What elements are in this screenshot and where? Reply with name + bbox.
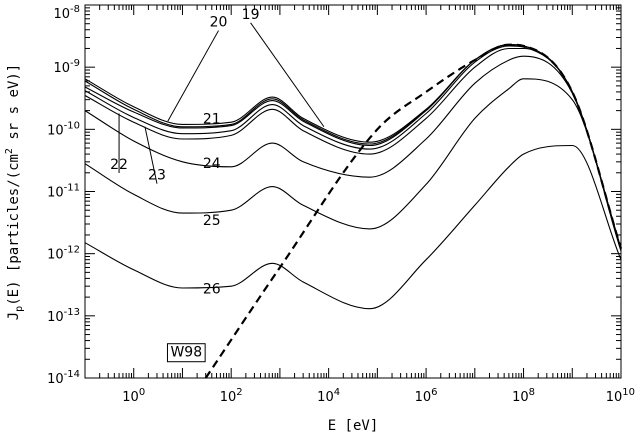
y-tick-label: 10-14: [47, 369, 80, 387]
tick-labels: 100 102 104 106 108 1010 10-14 10-13 10-12 10-11 1…: [47, 4, 635, 405]
curve-label-20: 20: [210, 15, 228, 31]
y-axis-title: Jp(E) [particles/(cm2 sr s eV)]: [4, 64, 25, 321]
curve-label-24: 24: [203, 156, 221, 172]
plot-frame: [84, 4, 622, 379]
label-box-w98: [166, 343, 206, 363]
annotations: 19 20 21 22 23 24 25 26 W98: [110, 7, 325, 363]
x-tick-label: 102: [220, 387, 243, 405]
leader-line-20: [167, 30, 219, 122]
series-line-23: [84, 47, 622, 249]
series-line-w98: [204, 43, 623, 379]
y-tick-label: 10-11: [47, 183, 80, 201]
x-tick-label: 1010: [606, 387, 635, 405]
x-tick-label: 100: [122, 387, 145, 405]
curve-label-19: 19: [242, 7, 260, 23]
y-tick-label: 10-9: [53, 58, 80, 76]
curve-label-22: 22: [110, 157, 128, 173]
ticks: [84, 4, 622, 379]
series-line-22: [84, 45, 622, 249]
y-tick-label: 10-10: [47, 120, 80, 138]
y-tick-label: 10-13: [47, 307, 80, 325]
leader-line-19: [250, 22, 325, 128]
curve-label-25: 25: [203, 213, 221, 229]
y-tick-label: 10-12: [47, 245, 80, 263]
leader-line-23: [144, 126, 158, 184]
curve-label-w98: W98: [170, 345, 202, 361]
x-tick-label: 106: [415, 387, 438, 405]
y-tick-label: 10-8: [53, 4, 80, 22]
curve-label-23: 23: [148, 168, 166, 184]
series-line-24: [84, 55, 622, 249]
series-line-26: [84, 144, 622, 310]
x-tick-label: 104: [317, 387, 340, 405]
x-axis-title: E [eV]: [328, 418, 379, 434]
curve-label-21: 21: [203, 111, 221, 127]
series-line-25: [84, 78, 622, 252]
curve-label-26: 26: [203, 281, 221, 297]
x-tick-label: 108: [512, 387, 535, 405]
curves: [84, 43, 623, 379]
